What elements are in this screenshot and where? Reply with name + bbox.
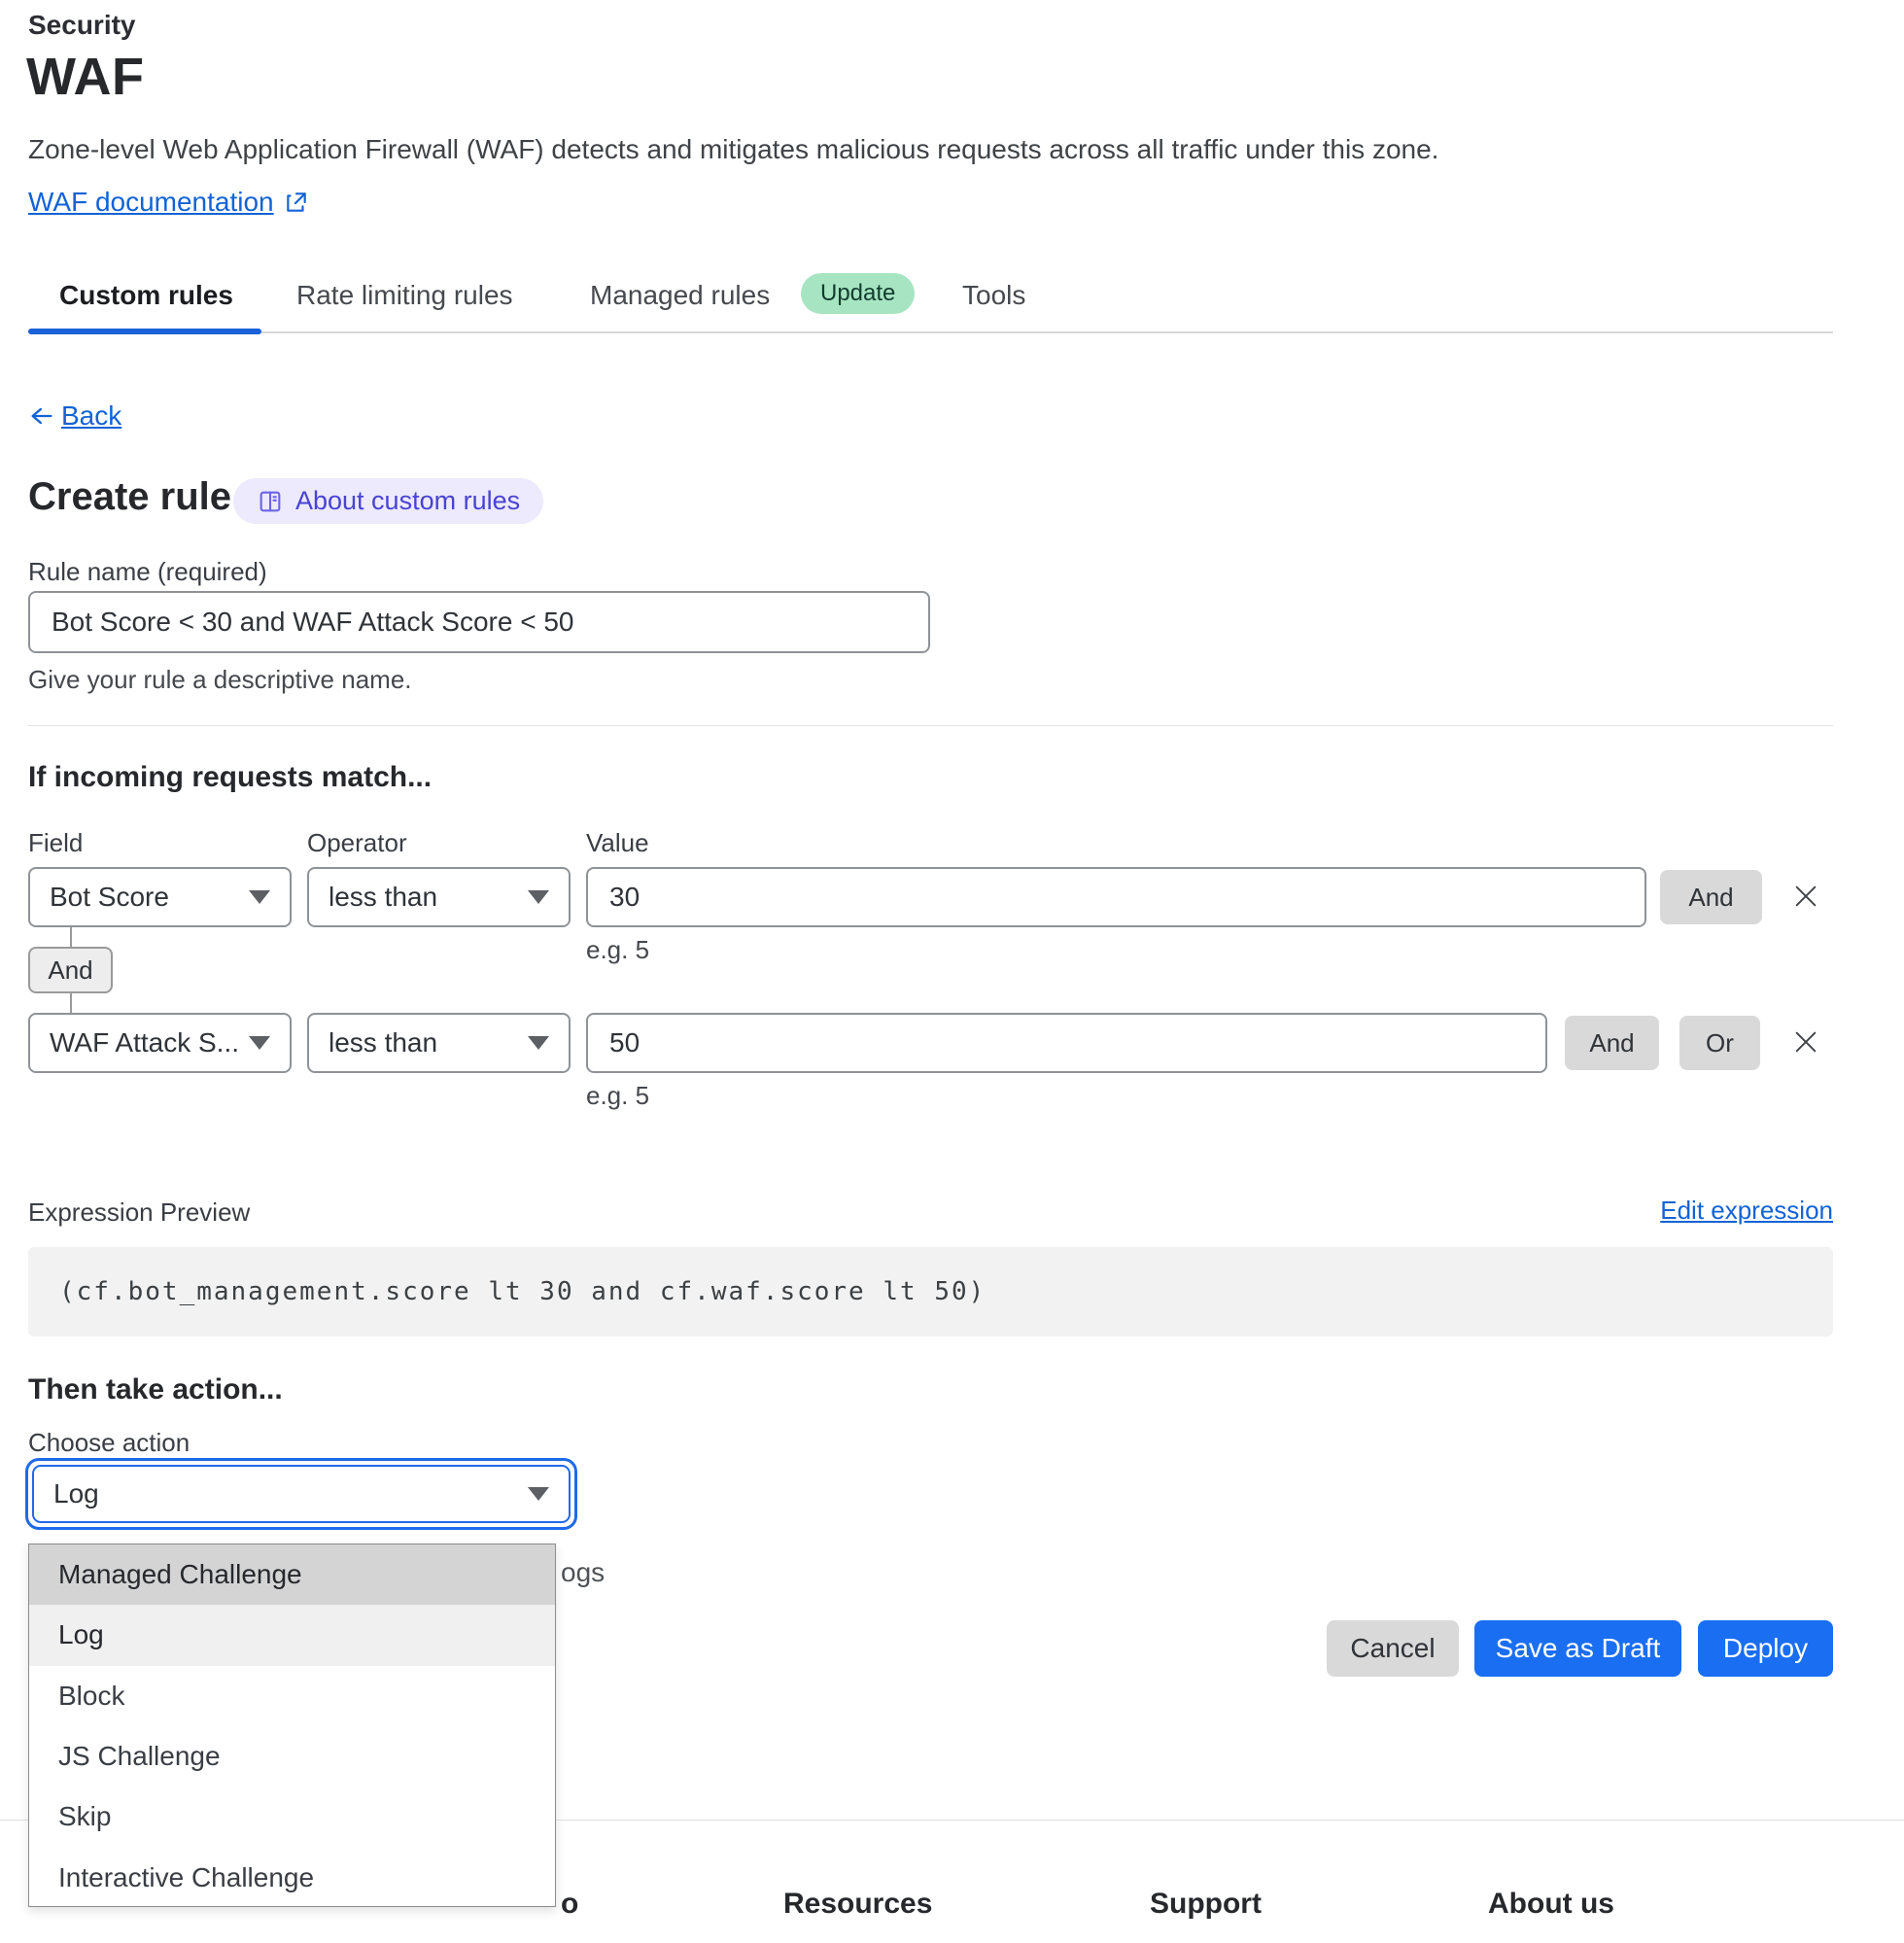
tab-tools[interactable]: Tools bbox=[962, 280, 1026, 310]
action-option-block[interactable]: Block bbox=[58, 1680, 125, 1711]
choose-action-label: Choose action bbox=[28, 1428, 190, 1457]
operator-select-row1[interactable]: less than bbox=[307, 867, 571, 927]
add-or-button-row2[interactable]: Or bbox=[1679, 1016, 1760, 1070]
expression-code: (cf.bot_management.score lt 30 and cf.wa… bbox=[59, 1277, 987, 1306]
field-select-row2-value: WAF Attack S... bbox=[50, 1027, 240, 1058]
remove-condition-icon-row1[interactable] bbox=[1790, 881, 1821, 917]
expression-preview-box: (cf.bot_management.score lt 30 and cf.wa… bbox=[28, 1247, 1833, 1336]
match-heading: If incoming requests match... bbox=[28, 761, 433, 793]
footer-column-support[interactable]: Support bbox=[1150, 1888, 1262, 1920]
footer-column-resources[interactable]: Resources bbox=[783, 1888, 933, 1920]
section-divider bbox=[28, 725, 1833, 726]
chevron-down-icon bbox=[528, 890, 549, 904]
value-hint-row1: e.g. 5 bbox=[586, 935, 650, 964]
about-custom-rules-badge[interactable]: About custom rules bbox=[233, 478, 544, 524]
action-option-js-challenge[interactable]: JS Challenge bbox=[58, 1741, 221, 1772]
page-title: WAF bbox=[26, 48, 145, 106]
action-option-skip[interactable]: Skip bbox=[58, 1801, 112, 1832]
operator-select-row2[interactable]: less than bbox=[307, 1013, 571, 1073]
field-select-row2[interactable]: WAF Attack S... bbox=[28, 1013, 292, 1073]
external-link-icon bbox=[284, 190, 309, 215]
field-label: Field bbox=[28, 828, 84, 857]
value-input-row1[interactable] bbox=[586, 867, 1646, 927]
tabbar-divider bbox=[28, 331, 1833, 333]
tab-rate-limiting-rules[interactable]: Rate limiting rules bbox=[296, 280, 513, 310]
waf-documentation-link-label[interactable]: WAF documentation bbox=[28, 187, 274, 217]
action-select-value: Log bbox=[53, 1478, 99, 1509]
value-hint-row2: e.g. 5 bbox=[586, 1081, 650, 1110]
operator-select-row1-value: less than bbox=[329, 882, 438, 912]
back-link[interactable]: Back bbox=[28, 400, 121, 432]
rule-name-help: Give your rule a descriptive name. bbox=[28, 665, 412, 694]
edit-expression-link[interactable]: Edit expression bbox=[1660, 1196, 1833, 1225]
field-select-row1[interactable]: Bot Score bbox=[28, 867, 292, 927]
value-input-row2[interactable] bbox=[586, 1013, 1547, 1073]
expression-preview-label: Expression Preview bbox=[28, 1197, 251, 1227]
add-and-button-row2[interactable]: And bbox=[1565, 1016, 1659, 1070]
about-custom-rules-label[interactable]: About custom rules bbox=[295, 486, 521, 515]
rule-name-label: Rule name (required) bbox=[28, 557, 267, 586]
action-help-text-fragment: ogs bbox=[561, 1557, 606, 1587]
field-select-row1-value: Bot Score bbox=[50, 882, 169, 912]
managed-rules-update-badge: Update bbox=[801, 273, 916, 314]
waf-documentation-link[interactable]: WAF documentation bbox=[28, 187, 309, 218]
operator-select-row2-value: less than bbox=[329, 1027, 438, 1058]
tab-custom-rules[interactable]: Custom rules bbox=[59, 280, 233, 310]
action-select[interactable]: Log bbox=[25, 1458, 577, 1530]
chevron-down-icon bbox=[528, 1487, 549, 1501]
action-heading: Then take action... bbox=[28, 1373, 283, 1405]
action-option-interactive-challenge[interactable]: Interactive Challenge bbox=[58, 1861, 315, 1892]
rule-name-input[interactable] bbox=[28, 591, 930, 653]
page-description: Zone-level Web Application Firewall (WAF… bbox=[28, 134, 1439, 164]
connector-line bbox=[70, 993, 72, 1013]
breadcrumb-security: Security bbox=[28, 10, 136, 40]
back-link-label[interactable]: Back bbox=[61, 400, 122, 431]
chevron-down-icon bbox=[249, 890, 270, 904]
chevron-down-icon bbox=[249, 1036, 270, 1050]
book-icon bbox=[257, 488, 284, 515]
action-option-log[interactable]: Log bbox=[29, 1605, 555, 1666]
back-arrow-icon bbox=[28, 402, 55, 430]
footer-column-about-us[interactable]: About us bbox=[1488, 1888, 1614, 1920]
footer-divider bbox=[0, 1820, 1904, 1821]
deploy-button[interactable]: Deploy bbox=[1698, 1620, 1833, 1677]
tab-managed-rules[interactable]: Managed rules bbox=[590, 280, 771, 310]
connector-line bbox=[70, 927, 72, 947]
create-rule-heading: Create rule bbox=[28, 475, 231, 518]
remove-condition-icon-row2[interactable] bbox=[1790, 1026, 1821, 1062]
action-option-managed-challenge[interactable]: Managed Challenge bbox=[29, 1544, 555, 1606]
save-as-draft-button[interactable]: Save as Draft bbox=[1474, 1620, 1681, 1677]
active-tab-underline bbox=[28, 329, 261, 334]
add-and-button-row1[interactable]: And bbox=[1660, 870, 1762, 924]
group-connector-and[interactable]: And bbox=[28, 947, 113, 993]
action-dropdown-menu: Managed Challenge Log Block JS Challenge… bbox=[28, 1544, 556, 1907]
chevron-down-icon bbox=[528, 1036, 549, 1050]
cancel-button[interactable]: Cancel bbox=[1327, 1620, 1459, 1677]
footer-column-fragment: o bbox=[561, 1888, 579, 1920]
value-label: Value bbox=[586, 828, 649, 857]
operator-label: Operator bbox=[307, 828, 407, 857]
